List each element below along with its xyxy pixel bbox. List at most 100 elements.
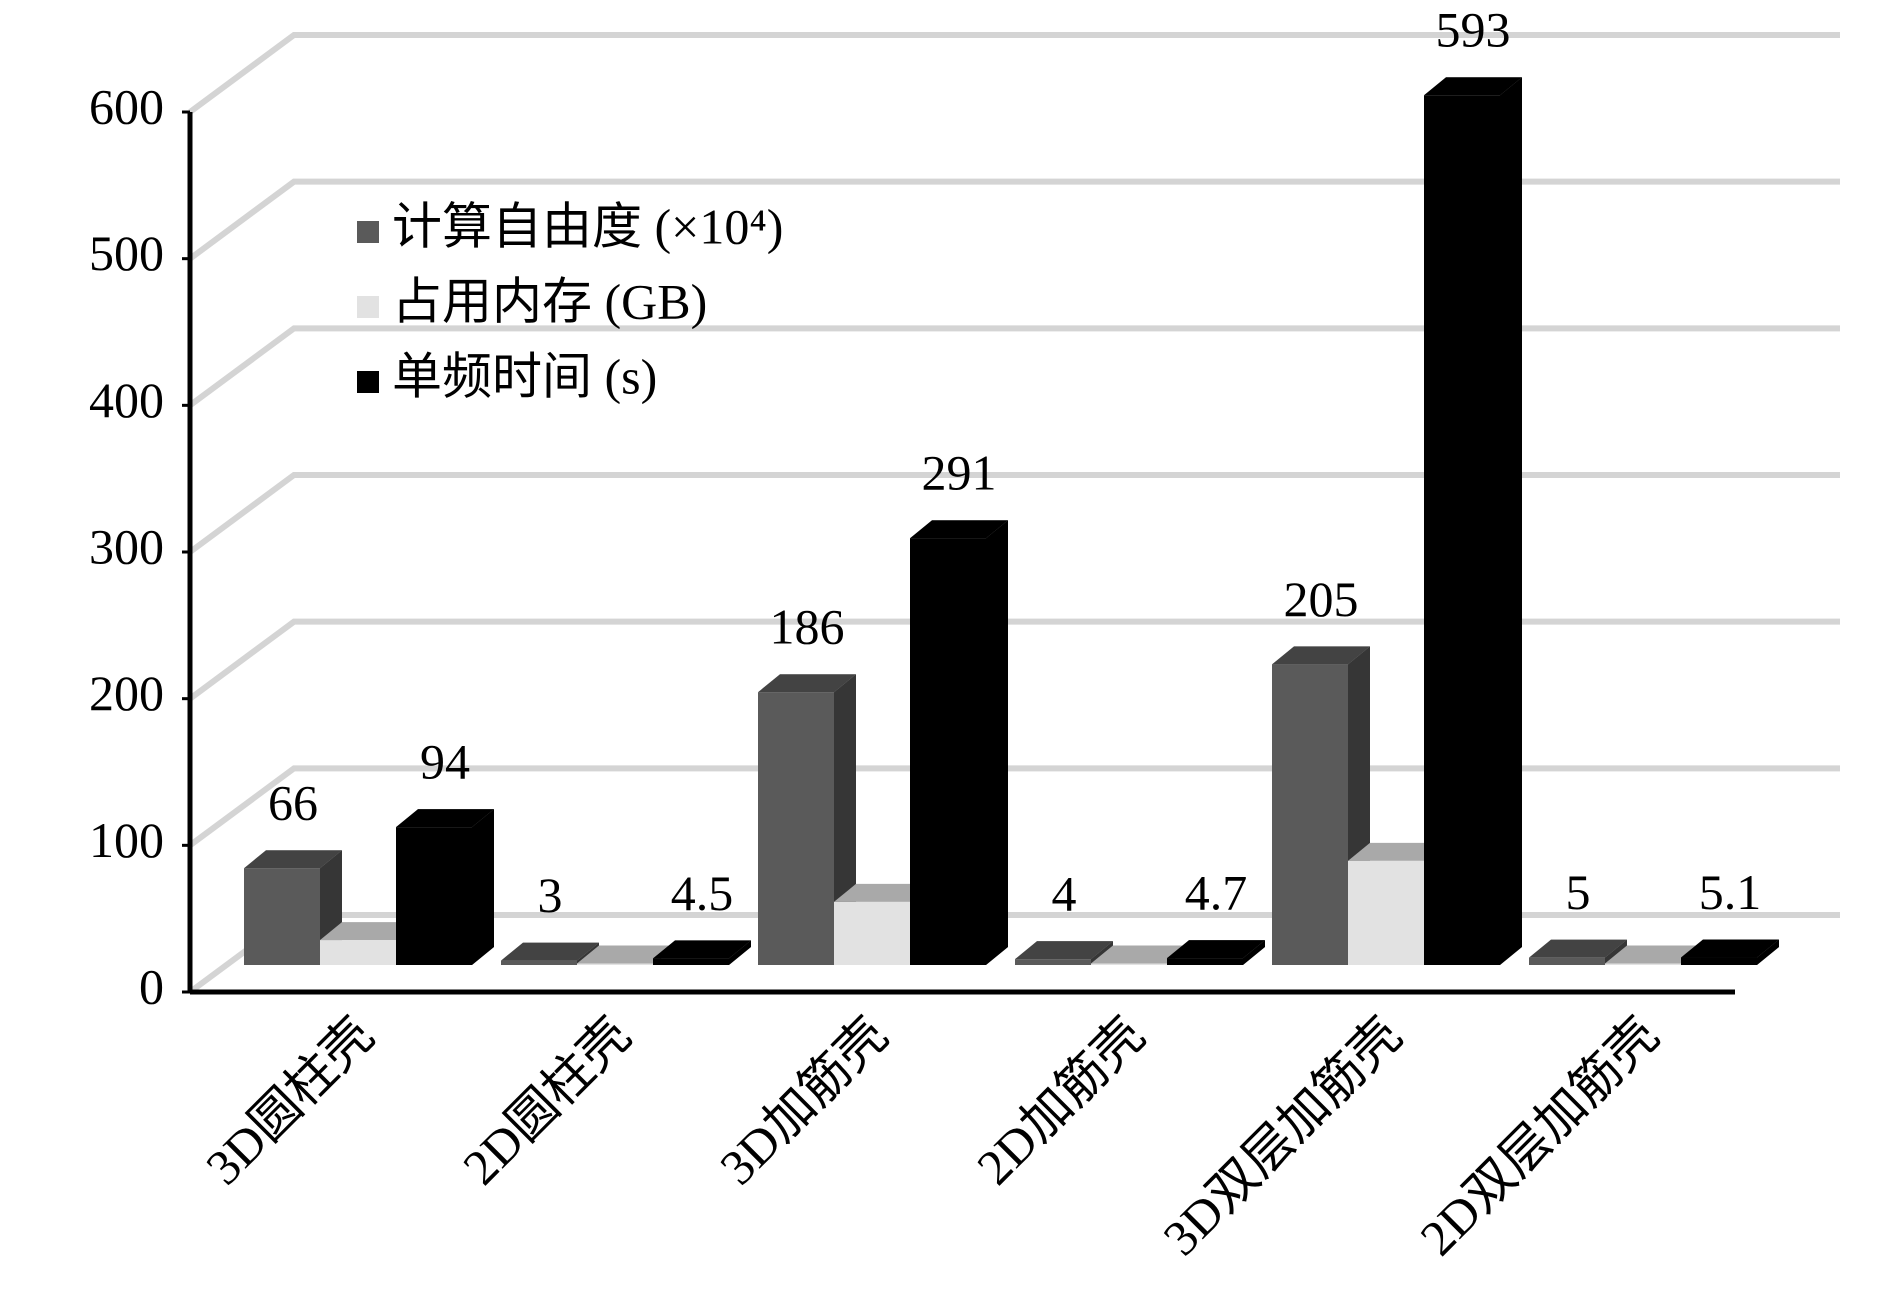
bar-side <box>986 520 1008 965</box>
bar-side <box>472 809 494 965</box>
bar-side <box>1243 940 1265 965</box>
bar <box>758 692 834 965</box>
y-tick-label: 400 <box>89 372 164 428</box>
bar-top <box>1167 940 1265 959</box>
y-tick-label: 300 <box>89 518 164 574</box>
legend-swatch <box>357 371 379 393</box>
bar <box>910 538 986 965</box>
bar-top-shade <box>1605 945 1703 964</box>
x-tick-label: 3D圆柱壳 <box>195 1006 384 1195</box>
grid-line <box>188 618 1840 702</box>
bar-top-shade <box>1272 646 1370 665</box>
x-tick-label: 3D加筋壳 <box>709 1006 898 1195</box>
bar-top <box>834 883 932 902</box>
bar-top <box>1091 945 1189 964</box>
bar <box>1348 860 1424 965</box>
grid-line <box>188 178 1840 262</box>
bar-top <box>653 940 751 959</box>
legend-swatch <box>357 221 379 243</box>
bar <box>244 868 320 965</box>
value-label: 5 <box>1566 864 1591 920</box>
value-label: 205 <box>1284 571 1359 627</box>
bar-side-shade <box>1605 939 1627 965</box>
bar <box>320 940 396 965</box>
bar <box>1605 963 1681 965</box>
bar-side-shade <box>1757 939 1779 965</box>
bar <box>1091 963 1167 965</box>
bar <box>653 958 729 965</box>
bar-side <box>1500 77 1522 966</box>
bar <box>1015 959 1091 965</box>
bar-side <box>1605 939 1627 965</box>
bar-top-shade <box>501 942 599 961</box>
bar-top-shade <box>320 922 418 941</box>
value-label: 5.1 <box>1699 864 1762 920</box>
y-tick-label: 200 <box>89 665 164 721</box>
bar-side <box>729 940 751 965</box>
x-tick-label: 2D双层加筋壳 <box>1409 1006 1669 1266</box>
bar-top-shade <box>1167 940 1265 959</box>
bar-top-shade <box>1091 945 1189 964</box>
bar-side-shade <box>1500 77 1522 966</box>
x-tick-label: 2D圆柱壳 <box>452 1006 641 1195</box>
y-tick-label: 500 <box>89 225 164 281</box>
bar-top-shade <box>1424 77 1522 96</box>
bar-top-shade <box>1348 842 1446 861</box>
bar-top-shade <box>910 520 1008 539</box>
grid-line <box>188 472 1840 555</box>
bar <box>1529 957 1605 965</box>
value-label: 593 <box>1436 2 1511 58</box>
x-tick-label: 3D双层加筋壳 <box>1152 1006 1412 1266</box>
value-label: 291 <box>922 445 997 501</box>
bar-top <box>1681 939 1779 958</box>
bar-top <box>1272 646 1370 665</box>
bar <box>1167 958 1243 965</box>
bar-top <box>1605 945 1703 964</box>
bar-top-shade <box>1015 941 1113 960</box>
y-tick-label: 0 <box>139 958 164 1014</box>
value-label: 4.5 <box>671 865 734 921</box>
value-label: 3 <box>538 867 563 923</box>
bar <box>1272 664 1348 965</box>
bar-top-shade <box>653 940 751 959</box>
value-label: 66 <box>268 775 318 831</box>
bar-top-shade <box>396 809 494 828</box>
y-tick-label: 600 <box>89 78 164 134</box>
bar-side-shade <box>472 809 494 965</box>
grid-line <box>188 325 1840 408</box>
bar-top-shade <box>834 883 932 902</box>
bar-top <box>244 850 342 869</box>
bar <box>501 960 577 965</box>
bar-side-shade <box>1243 940 1265 965</box>
bar-top <box>320 922 418 941</box>
bar <box>577 963 653 965</box>
legend-label: 计算自由度 (×10⁴) <box>392 198 783 254</box>
bar-top <box>910 520 1008 539</box>
bar-top-shade <box>577 945 675 964</box>
value-label: 4.7 <box>1185 865 1248 921</box>
value-label: 4 <box>1052 866 1077 922</box>
bar-top <box>396 809 494 828</box>
bar-side-shade <box>729 940 751 965</box>
bar-top <box>1348 842 1446 861</box>
bar-top <box>501 942 599 961</box>
bar <box>396 827 472 965</box>
bar-top-shade <box>1681 939 1779 958</box>
value-label: 94 <box>420 734 470 790</box>
bar-side <box>1757 939 1779 965</box>
bar-top-shade <box>244 850 342 869</box>
x-tick-label: 2D加筋壳 <box>966 1006 1155 1195</box>
bar <box>834 901 910 965</box>
legend-swatch <box>357 296 379 318</box>
y-tick-label: 100 <box>89 812 164 868</box>
legend-label: 占用内存 (GB) <box>392 273 707 329</box>
bar-top <box>577 945 675 964</box>
value-label: 186 <box>770 599 845 655</box>
bar-top-shade <box>1529 939 1627 958</box>
grid-line <box>188 32 1840 115</box>
bar-side-shade <box>986 520 1008 965</box>
bar-top <box>1015 941 1113 960</box>
bar <box>1681 957 1757 965</box>
bar-top <box>758 674 856 693</box>
